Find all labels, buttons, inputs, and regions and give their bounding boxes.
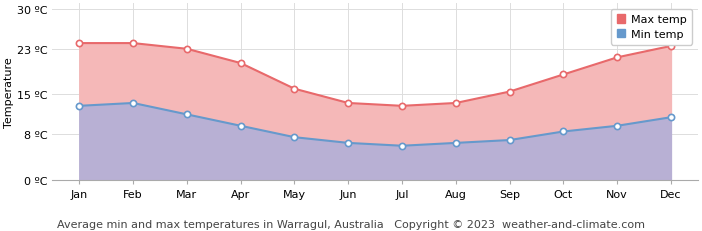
Legend: Max temp, Min temp: Max temp, Min temp (611, 10, 692, 45)
Text: Average min and max temperatures in Warragul, Australia   Copyright © 2023  weat: Average min and max temperatures in Warr… (57, 219, 645, 229)
Y-axis label: Temperature: Temperature (4, 57, 14, 127)
